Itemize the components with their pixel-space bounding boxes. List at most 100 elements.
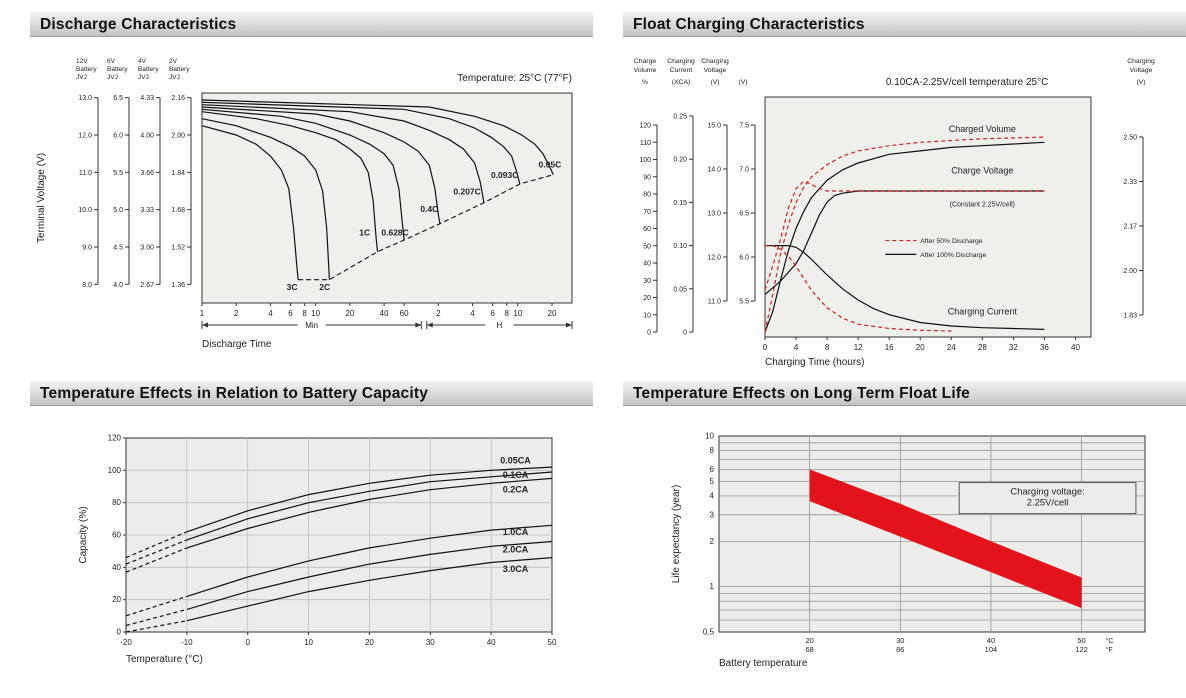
- x-tick-label: 32: [1009, 343, 1018, 352]
- rate-label: 0.093C: [491, 170, 518, 180]
- discharge-curve-3C: [201, 125, 299, 280]
- voltage-scale-header: Battery: [138, 66, 159, 73]
- voltage-tick-label: 3.33: [140, 207, 154, 214]
- capacity-curve-dashed-0.1CA: [125, 539, 188, 565]
- bottom-row: Temperature Effects in Relation to Batte…: [30, 381, 1186, 690]
- discharge-curve-2C: [201, 118, 330, 280]
- axis-header: Charging: [1127, 58, 1155, 65]
- legend-label: After 100% Discharge: [920, 252, 986, 259]
- voltage-tick-label: 2.67: [140, 282, 154, 289]
- x-tick-label: 10: [513, 309, 522, 318]
- arrowhead: [426, 322, 433, 328]
- rate-label: 0.1CA: [503, 470, 529, 480]
- x-tick-label-celsius: 30: [896, 636, 904, 645]
- x-tick-label: 20: [345, 309, 354, 318]
- x-tick-label: 40: [487, 638, 496, 647]
- x-tick-label: 40: [380, 309, 389, 318]
- voltage-scale-header: Battery: [107, 66, 128, 73]
- axis-tick-label: 13.0: [707, 211, 721, 218]
- temperature-capacity-chart: -20 -10 0 10 20 30 40 50 0 20 40 60 80 100 120 0.05CA 0.…: [78, 434, 557, 666]
- discharge-curve-0.628C: [201, 108, 405, 241]
- y-tick-label: 100: [108, 466, 122, 475]
- x-tick-label: 20: [916, 343, 925, 352]
- axis-header: Charge: [634, 58, 657, 65]
- voltage-tick-label: 6.0: [113, 133, 123, 140]
- annotation-text: Charging voltage:: [1010, 487, 1084, 498]
- curve-label: Charge Voltage: [951, 165, 1013, 175]
- unit-label: Min: [305, 321, 318, 330]
- cutoff-dashed-line: [298, 174, 554, 281]
- x-tick-label: 8: [302, 309, 307, 318]
- panel-temperature-float-life: Temperature Effects on Long Term Float L…: [623, 381, 1186, 690]
- capacity-curve-0.05CA: [186, 466, 553, 533]
- discharge-curve-1C: [201, 111, 379, 252]
- x-tick-label: 20: [365, 638, 374, 647]
- rate-label: 0.05CA: [500, 456, 531, 466]
- x-tick-label: 10: [311, 309, 320, 318]
- x-tick-label: 16: [885, 343, 894, 352]
- x-tick-label-fahrenheit: 86: [896, 645, 904, 654]
- x-tick-label: 8: [505, 309, 510, 318]
- panel-temperature-capacity: Temperature Effects in Relation to Batte…: [30, 381, 593, 690]
- voltage-scale-header: JVJ: [138, 74, 149, 81]
- axis-tick-label: 0.05: [673, 286, 687, 293]
- x-tick-label: 4: [470, 309, 475, 318]
- rate-label: 2C: [319, 282, 330, 292]
- voltage-scale-header: 12V: [76, 58, 88, 65]
- discharge-curve-0.4C: [201, 106, 441, 224]
- y-axis-label: Terminal Voltage (V): [36, 153, 47, 243]
- axis-tick-label: 100: [639, 157, 651, 164]
- y-tick-label: 5: [710, 477, 715, 486]
- series-charge-voltage-100: [764, 190, 1045, 295]
- temperature-float-life-chart: Charging voltage:2.25V/cell1086543210.52…: [671, 432, 1146, 669]
- voltage-tick-label: 1.52: [171, 245, 185, 252]
- rate-label: 2.0CA: [503, 545, 529, 555]
- y-tick-label: 8: [710, 446, 715, 455]
- x-tick-label: 36: [1040, 343, 1049, 352]
- x-axis-label: Temperature (°C): [126, 654, 203, 665]
- y-tick-label: 10: [705, 432, 714, 441]
- voltage-scale-header: 2V: [169, 58, 178, 65]
- x-tick-label: 24: [947, 343, 956, 352]
- x-tick-label: 0: [245, 638, 250, 647]
- fahrenheit-unit-label: °F: [1106, 646, 1113, 654]
- axis-tick-label: 1.83: [1123, 313, 1137, 320]
- x-tick-label: 2: [436, 309, 441, 318]
- axis-tick-label: 6.0: [739, 255, 749, 262]
- x-tick-label-celsius: 50: [1077, 636, 1085, 645]
- top-row: Discharge Characteristics Temperature: 2…: [30, 12, 1186, 371]
- x-tick-label: 40: [1071, 343, 1080, 352]
- x-tick-label: 1: [200, 309, 205, 318]
- plot-area: [201, 92, 573, 304]
- voltage-tick-label: 12.0: [78, 133, 92, 140]
- voltage-scale-header: JVJ: [76, 74, 87, 81]
- axis-header: Voltage: [1130, 67, 1153, 74]
- capacity-curve-1.0CA: [186, 524, 553, 597]
- voltage-tick-label: 8.0: [82, 282, 92, 289]
- voltage-tick-label: 2.16: [171, 95, 185, 102]
- axis-tick-label: 0.25: [673, 114, 687, 121]
- rate-label: 0.207C: [453, 187, 480, 197]
- axis-tick-label: 0: [683, 330, 687, 337]
- rate-label: 0.628C: [381, 227, 408, 237]
- x-tick-label: 8: [825, 343, 830, 352]
- voltage-tick-label: 4.00: [140, 133, 154, 140]
- panel-title-bar: Temperature Effects in Relation to Batte…: [30, 381, 593, 406]
- voltage-tick-label: 3.66: [140, 170, 154, 177]
- x-tick-label: 4: [268, 309, 273, 318]
- y-tick-label: 0: [117, 628, 122, 637]
- axis-tick-label: 30: [643, 278, 651, 285]
- voltage-tick-label: 6.5: [113, 95, 123, 102]
- y-tick-label: 120: [108, 434, 122, 443]
- panel-title-bar: Discharge Characteristics: [30, 12, 593, 37]
- axis-tick-label: 2.17: [1123, 224, 1137, 231]
- axis-tick-label: 20: [643, 295, 651, 302]
- legend-label: After 50% Discharge: [920, 238, 983, 245]
- axis-tick-label: 0: [647, 330, 651, 337]
- voltage-tick-label: 4.5: [113, 245, 123, 252]
- plot-area: [764, 96, 1092, 338]
- x-tick-label-fahrenheit: 122: [1075, 645, 1088, 654]
- y-tick-label: 1: [710, 582, 715, 591]
- axis-header: Voltage: [704, 67, 727, 74]
